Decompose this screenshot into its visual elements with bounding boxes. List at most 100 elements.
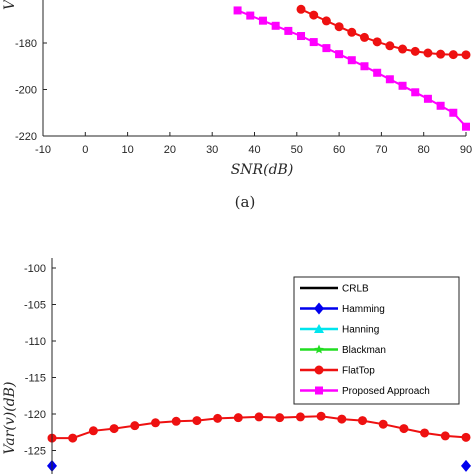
data-point-proposed-approach bbox=[462, 122, 470, 131]
legend-entry-label: Hanning bbox=[342, 325, 379, 336]
data-point-proposed-approach bbox=[233, 6, 242, 15]
chart-a-series-group bbox=[233, 4, 471, 131]
chart-a-y-tick-label: -200 bbox=[15, 85, 37, 97]
data-point-flattop bbox=[359, 32, 369, 42]
chart-a-panel-label: (a) bbox=[235, 193, 256, 211]
chart-b-legend: CRLB Hamming Hanning Blackman FlatTop Propose… bbox=[293, 276, 460, 405]
legend-marker bbox=[314, 344, 324, 354]
data-point-flattop bbox=[436, 49, 446, 59]
legend-entry-label: CRLB bbox=[342, 284, 369, 295]
data-point-proposed-approach bbox=[449, 108, 458, 117]
chart-a-y-tick-label: -220 bbox=[15, 131, 37, 143]
data-point-proposed-approach bbox=[360, 62, 369, 71]
chart-a-x-tick-label: 60 bbox=[333, 144, 345, 156]
legend-marker bbox=[314, 365, 324, 375]
data-point-flattop bbox=[440, 431, 450, 441]
chart-b-y-tick-label: -100 bbox=[24, 263, 46, 275]
data-point-flattop bbox=[410, 46, 420, 56]
data-point-proposed-approach bbox=[271, 21, 280, 30]
chart-b-y-tick-label: -115 bbox=[25, 373, 46, 385]
chart-a-axes: -10 0 10 20 30 40 50 60 70 80 90 -180 -200 -220 bbox=[15, 0, 472, 156]
legend-marker bbox=[314, 302, 324, 315]
data-point-proposed-approach bbox=[335, 50, 344, 59]
legend-marker bbox=[314, 324, 324, 333]
data-point-flattop bbox=[385, 41, 395, 51]
chart-b-y-tick-label: -110 bbox=[25, 336, 46, 348]
legend-entry-label: Proposed Approach bbox=[342, 386, 430, 397]
data-point-flattop bbox=[130, 421, 140, 431]
data-point-flattop bbox=[171, 416, 181, 426]
data-point-flattop bbox=[192, 416, 202, 426]
data-point-flattop bbox=[448, 50, 458, 60]
chart-a-x-tick-label: 90 bbox=[460, 144, 472, 156]
chart-b-y-tick-label: -105 bbox=[24, 300, 46, 312]
chart-a-x-tick-label: 30 bbox=[206, 144, 218, 156]
chart-a-x-tick-label: -10 bbox=[35, 144, 51, 156]
chart-a: -10 0 10 20 30 40 50 60 70 80 90 -180 -200 -220 V SNR… bbox=[2, 0, 472, 211]
data-point-flattop bbox=[358, 416, 367, 426]
legend-marker bbox=[315, 386, 323, 395]
data-point-hamming bbox=[461, 459, 471, 472]
data-point-proposed-approach bbox=[322, 44, 331, 53]
legend-entry-label: Hamming bbox=[342, 304, 385, 315]
data-point-proposed-approach bbox=[258, 16, 267, 25]
data-point-proposed-approach bbox=[398, 81, 407, 90]
data-point-flattop bbox=[309, 10, 319, 20]
data-point-proposed-approach bbox=[246, 11, 255, 20]
data-point-proposed-approach bbox=[347, 56, 356, 65]
chart-a-y-tick-label: -180 bbox=[15, 38, 37, 50]
data-point-flattop bbox=[213, 413, 223, 423]
data-point-flattop bbox=[275, 413, 285, 423]
data-point-proposed-approach bbox=[297, 32, 306, 41]
chart-b-axes: -100 -105 -110 -115 -120 -125 bbox=[24, 258, 56, 474]
data-point-flattop bbox=[295, 412, 305, 422]
chart-a-y-axis-label: V bbox=[2, 0, 18, 10]
chart-a-plot-area bbox=[233, 4, 471, 131]
data-point-flattop bbox=[68, 433, 78, 443]
chart-b-series-group bbox=[47, 411, 471, 472]
data-point-flattop bbox=[334, 22, 344, 32]
data-point-flattop bbox=[254, 412, 264, 422]
data-point-flattop bbox=[296, 4, 306, 14]
legend-box bbox=[293, 276, 460, 405]
data-point-flattop bbox=[378, 419, 388, 429]
chart-b-plot-area bbox=[47, 411, 471, 472]
data-point-proposed-approach bbox=[309, 38, 318, 47]
data-point-flattop bbox=[151, 418, 160, 428]
data-point-flattop bbox=[398, 44, 408, 54]
chart-a-x-tick-label: 50 bbox=[291, 144, 303, 156]
chart-a-x-axis-label: SNR(dB) bbox=[231, 162, 294, 178]
data-point-flattop bbox=[461, 50, 471, 60]
data-point-proposed-approach bbox=[436, 101, 445, 110]
chart-b-y-tick-label: -125 bbox=[24, 446, 46, 458]
data-point-flattop bbox=[316, 411, 326, 421]
chart-a-x-tick-label: 20 bbox=[164, 144, 176, 156]
chart-a-x-tick-label: 70 bbox=[375, 144, 387, 156]
legend-entry-label: FlatTop bbox=[342, 366, 375, 377]
chart-a-x-tick-label: 0 bbox=[82, 144, 88, 156]
chart-b: -100 -105 -110 -115 -120 -125 Var(v)(dB) CRLB… bbox=[2, 258, 471, 474]
legend-entry-label: Blackman bbox=[342, 345, 386, 356]
data-point-flattop bbox=[399, 424, 409, 434]
data-point-proposed-approach bbox=[373, 68, 382, 77]
data-point-proposed-approach bbox=[284, 26, 293, 35]
data-point-flattop bbox=[423, 48, 433, 58]
data-point-flattop bbox=[461, 432, 471, 442]
data-point-proposed-approach bbox=[423, 94, 432, 103]
data-point-flattop bbox=[233, 413, 243, 423]
data-point-flattop bbox=[321, 16, 331, 26]
data-point-flattop bbox=[420, 428, 430, 438]
data-point-flattop bbox=[109, 424, 119, 434]
data-point-flattop bbox=[337, 414, 347, 424]
chart-a-x-tick-label: 80 bbox=[418, 144, 430, 156]
chart-b-y-axis-label: Var(v)(dB) bbox=[2, 382, 18, 455]
data-point-flattop bbox=[372, 37, 382, 47]
data-point-flattop bbox=[347, 27, 357, 37]
data-point-proposed-approach bbox=[385, 75, 394, 84]
data-point-proposed-approach bbox=[411, 88, 420, 97]
chart-a-x-tick-label: 40 bbox=[248, 144, 260, 156]
chart-a-x-tick-label: 10 bbox=[121, 144, 133, 156]
data-point-flattop bbox=[88, 426, 98, 436]
chart-b-y-tick-label: -120 bbox=[24, 409, 46, 421]
